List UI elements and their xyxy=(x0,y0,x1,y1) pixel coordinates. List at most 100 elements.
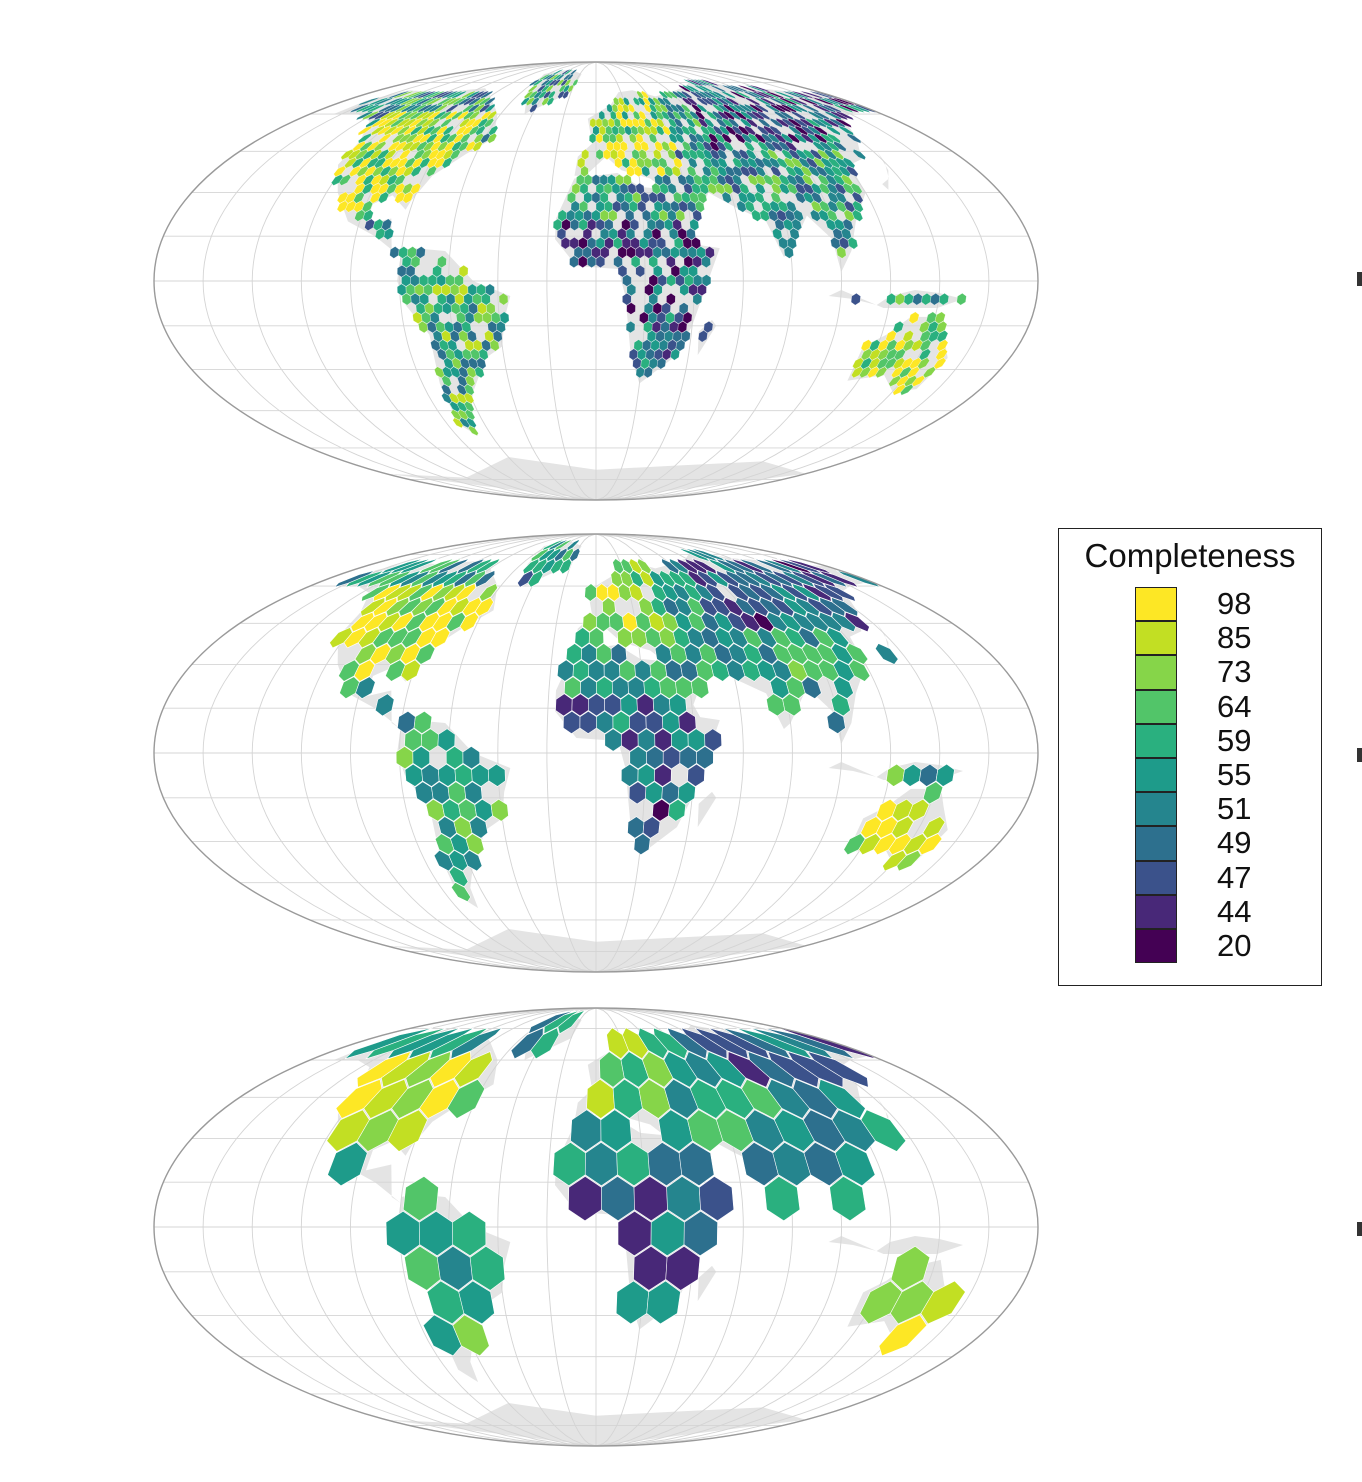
hex-cell-fine xyxy=(428,117,440,128)
mollweide-map-medium xyxy=(153,533,1039,973)
hex-cell-medium xyxy=(687,763,706,787)
hex-cell-fine xyxy=(813,125,828,136)
graticule-meridian xyxy=(251,1008,597,1446)
hex-cell-fine xyxy=(852,148,866,161)
hex-cell-fine xyxy=(770,191,782,204)
hex-cell-fine xyxy=(475,125,486,136)
hex-cell-fine xyxy=(486,110,497,121)
hex-cell-fine xyxy=(441,157,453,169)
hex-cell-fine xyxy=(629,218,640,231)
hex-cell-medium xyxy=(738,558,776,575)
hex-cell-fine xyxy=(696,103,708,114)
hex-cell-medium xyxy=(436,558,470,575)
hex-cell-fine xyxy=(362,209,374,222)
hex-cell-fine xyxy=(698,330,708,343)
hex-cell-fine xyxy=(739,182,750,195)
hex-cell-fine xyxy=(721,133,732,144)
hex-cell-fine xyxy=(546,96,555,106)
hex-cells xyxy=(331,68,967,436)
hex-cell-fine xyxy=(900,384,914,396)
hex-cell-fine xyxy=(875,366,888,379)
hex-cell-fine xyxy=(564,68,573,76)
hex-cell-coarse xyxy=(446,1078,486,1119)
hex-cell-fine xyxy=(468,425,479,436)
hex-cell-fine xyxy=(481,293,491,306)
hex-cell-fine xyxy=(432,265,442,278)
hex-cell-coarse xyxy=(451,1210,487,1257)
hex-cell-fine xyxy=(721,191,732,204)
hex-cell-coarse xyxy=(818,1078,866,1119)
hex-cell-fine xyxy=(893,321,904,334)
hex-cell-fine xyxy=(437,255,447,268)
hex-cell-fine xyxy=(697,283,707,296)
hex-cell-fine xyxy=(675,133,685,144)
legend-swatch xyxy=(1135,587,1177,622)
hex-cell-fine xyxy=(600,246,610,259)
edge-tick-mark xyxy=(1357,748,1362,762)
legend-colorbar xyxy=(1135,587,1177,964)
hex-cell-medium xyxy=(628,583,644,602)
hex-cell-fine xyxy=(466,417,477,429)
hex-cell-fine xyxy=(577,157,586,169)
hex-cell-fine xyxy=(700,78,720,87)
hex-cell-fine xyxy=(582,227,592,240)
hex-cell-fine xyxy=(687,125,698,136)
hex-cell-fine xyxy=(656,357,667,370)
hex-cell-medium xyxy=(636,558,652,575)
hex-cell-medium xyxy=(566,538,581,552)
hex-cell-medium xyxy=(896,849,922,872)
legend-label: 49 xyxy=(1217,825,1252,861)
hex-cell-fine xyxy=(678,302,689,315)
hex-cell-fine xyxy=(637,200,647,213)
hex-cell-fine xyxy=(838,125,854,136)
hex-cell-fine xyxy=(834,117,852,128)
hex-cell-fine xyxy=(902,330,914,343)
graticule-meridian xyxy=(546,534,597,972)
hex-cell-fine xyxy=(769,125,782,136)
hex-cell-fine xyxy=(827,133,841,144)
hex-cell-coarse xyxy=(829,1176,867,1222)
hex-cell-fine xyxy=(717,157,728,169)
hex-cell-fine xyxy=(641,165,651,177)
hex-cell-medium xyxy=(704,728,723,752)
hex-cell-fine xyxy=(464,401,475,413)
hex-cell-fine xyxy=(405,265,416,278)
hex-cell-fine xyxy=(499,311,510,324)
hex-cell-fine xyxy=(725,96,740,106)
hex-cell-fine xyxy=(655,117,665,128)
hex-cells xyxy=(329,538,955,903)
hex-cell-medium xyxy=(845,643,869,665)
hex-cell-fine xyxy=(447,339,458,352)
hex-cell-fine xyxy=(666,293,676,306)
hex-cell-medium xyxy=(691,558,717,575)
hex-cell-fine xyxy=(489,339,500,352)
hex-cell-medium xyxy=(478,583,498,602)
legend-swatch xyxy=(1135,894,1177,929)
hex-cell-fine xyxy=(850,182,863,195)
hex-cell-fine xyxy=(631,255,641,268)
hex-cell-fine xyxy=(567,191,576,204)
hex-cell-fine xyxy=(802,174,814,186)
hex-cell-coarse xyxy=(764,1176,801,1222)
legend-swatch xyxy=(1135,655,1177,690)
hex-cell-medium xyxy=(922,781,944,805)
hex-cell-medium xyxy=(415,643,436,665)
hex-cell-fine xyxy=(463,392,475,404)
hex-cell-fine xyxy=(476,357,487,370)
hex-cell-fine xyxy=(551,68,564,76)
legend-swatch xyxy=(1135,689,1177,724)
hex-cell-medium xyxy=(554,538,573,552)
hex-cell-medium xyxy=(448,866,469,888)
hex-cell-medium xyxy=(437,728,456,752)
hex-cell-coarse xyxy=(453,1051,493,1088)
hex-cell-medium xyxy=(782,693,802,717)
hex-cell-fine xyxy=(652,149,662,160)
hex-cell-fine xyxy=(625,209,635,222)
hex-cell-medium xyxy=(668,798,687,822)
hex-cell-medium xyxy=(654,763,672,787)
hex-cell-coarse xyxy=(452,1314,490,1357)
hex-cell-medium xyxy=(633,833,651,856)
hex-cell-fine xyxy=(711,90,727,100)
hex-cell-fine xyxy=(703,321,714,334)
hex-cell-fine xyxy=(755,182,766,195)
